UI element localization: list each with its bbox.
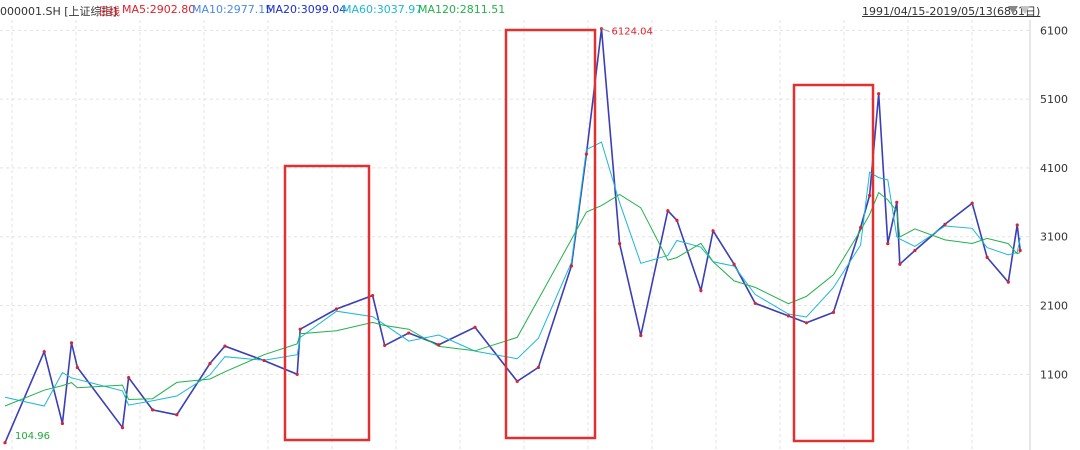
period-label[interactable]: 日线 [98,5,120,18]
highlight-box [504,28,597,440]
data-point [208,361,212,366]
data-point [1018,248,1022,253]
ma10-legend: MA10:2977.15 [192,3,273,16]
data-point [298,327,302,331]
data-point [618,242,622,246]
data-point [334,307,339,311]
y-tick-label: 3100 [1040,231,1068,244]
data-point [732,262,736,266]
data-point [753,301,757,305]
data-point [1015,223,1019,227]
data-point [675,218,679,222]
data-point [943,222,947,226]
data-point [120,426,125,430]
data-point [536,365,540,370]
ma60-line [4,141,1021,407]
ma120-legend: MA120:2811.51 [418,3,506,16]
data-point [127,376,131,380]
data-point [711,229,715,233]
symbol-label: 000001.SH [上证综指] [0,5,117,18]
max-pointer [601,28,610,33]
data-point [898,262,902,266]
data-point [175,413,179,417]
data-point [886,242,890,246]
min-value-label: 104.96 [15,431,50,442]
price-line [4,28,1021,444]
data-point [970,201,974,205]
data-point [584,152,588,156]
data-point [370,293,375,298]
data-point [985,255,989,259]
ma120-line [4,191,1021,407]
y-tick-label: 6100 [1040,24,1068,37]
highlight-box [283,164,371,442]
data-point [473,325,477,329]
y-tick-label: 5100 [1040,93,1068,106]
data-point [407,331,411,335]
expand-arrow-icon[interactable] [1020,6,1030,14]
data-point [383,343,387,348]
data-point [913,248,917,253]
data-point [437,343,441,347]
date-range-link[interactable]: 1991/04/15-2019/05/13(6861日) [862,5,1041,18]
data-point [859,225,863,230]
ma5-legend: MA5:2902.80 [122,3,196,16]
data-point [3,441,7,445]
data-point [75,365,79,370]
y-tick-label: 1100 [1040,368,1068,381]
data-point [515,379,519,383]
data-point [786,314,790,318]
ma60-legend: MA60:3037.97 [342,3,423,16]
chart-header: 000001.SH [上证综指] 日线 MA5:2902.80 MA10:297… [0,0,1080,20]
data-point [895,200,899,204]
data-point [1006,280,1010,284]
data-point [639,333,643,338]
data-point [223,344,227,348]
data-point [831,310,836,314]
data-point [150,408,155,412]
collapse-arrow-icon[interactable] [1008,6,1018,14]
data-point [877,92,881,96]
highlight-box [792,83,875,443]
data-point [69,341,74,345]
data-point [699,288,703,293]
data-point [295,372,299,376]
max-value-label: 6124.04 [612,27,653,38]
data-point [262,358,266,363]
data-point [42,350,46,354]
data-point [804,321,809,325]
data-point [60,421,65,426]
data-point [666,209,670,213]
y-tick-label: 2100 [1040,300,1068,313]
data-point [867,193,872,198]
ma20-legend: MA20:3099.04 [266,3,347,16]
y-tick-label: 4100 [1040,162,1068,175]
data-point [569,264,574,268]
